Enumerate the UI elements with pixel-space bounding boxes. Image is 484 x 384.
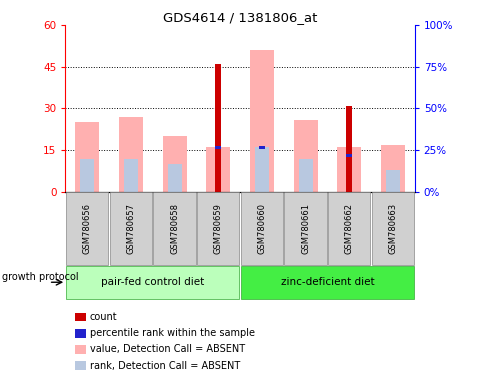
Bar: [162, 136, 186, 192]
Bar: [153, 192, 196, 265]
Bar: [293, 120, 317, 192]
Text: GSM780661: GSM780661: [301, 203, 309, 254]
Bar: [66, 192, 108, 265]
Bar: [380, 145, 404, 192]
Bar: [240, 192, 283, 265]
Bar: [346, 106, 351, 192]
Text: zinc-deficient diet: zinc-deficient diet: [280, 277, 374, 287]
Bar: [206, 147, 230, 192]
Bar: [249, 50, 273, 192]
Text: growth protocol: growth protocol: [2, 272, 79, 282]
Text: GSM780660: GSM780660: [257, 203, 266, 254]
Text: GSM780663: GSM780663: [388, 203, 396, 254]
Bar: [66, 266, 239, 299]
Bar: [124, 159, 137, 192]
Bar: [298, 159, 312, 192]
Bar: [197, 192, 239, 265]
Bar: [258, 146, 264, 149]
Text: GSM780656: GSM780656: [83, 203, 91, 254]
Bar: [167, 164, 181, 192]
Text: pair-fed control diet: pair-fed control diet: [101, 277, 204, 287]
Text: count: count: [90, 312, 117, 322]
Title: GDS4614 / 1381806_at: GDS4614 / 1381806_at: [163, 11, 317, 24]
Bar: [215, 146, 221, 149]
Text: GSM780658: GSM780658: [170, 203, 179, 254]
Bar: [385, 170, 399, 192]
Text: GSM780659: GSM780659: [213, 203, 222, 254]
Bar: [80, 159, 94, 192]
Text: value, Detection Call = ABSENT: value, Detection Call = ABSENT: [90, 344, 244, 354]
Text: GSM780662: GSM780662: [344, 203, 353, 254]
Bar: [336, 147, 361, 192]
Bar: [240, 266, 413, 299]
Bar: [75, 122, 99, 192]
Bar: [215, 64, 221, 192]
Bar: [327, 192, 370, 265]
Bar: [109, 192, 152, 265]
Bar: [119, 117, 143, 192]
Text: percentile rank within the sample: percentile rank within the sample: [90, 328, 254, 338]
Bar: [371, 192, 413, 265]
Bar: [284, 192, 326, 265]
Bar: [346, 154, 351, 157]
Bar: [255, 147, 268, 192]
Text: rank, Detection Call = ABSENT: rank, Detection Call = ABSENT: [90, 361, 240, 371]
Text: GSM780657: GSM780657: [126, 203, 135, 254]
